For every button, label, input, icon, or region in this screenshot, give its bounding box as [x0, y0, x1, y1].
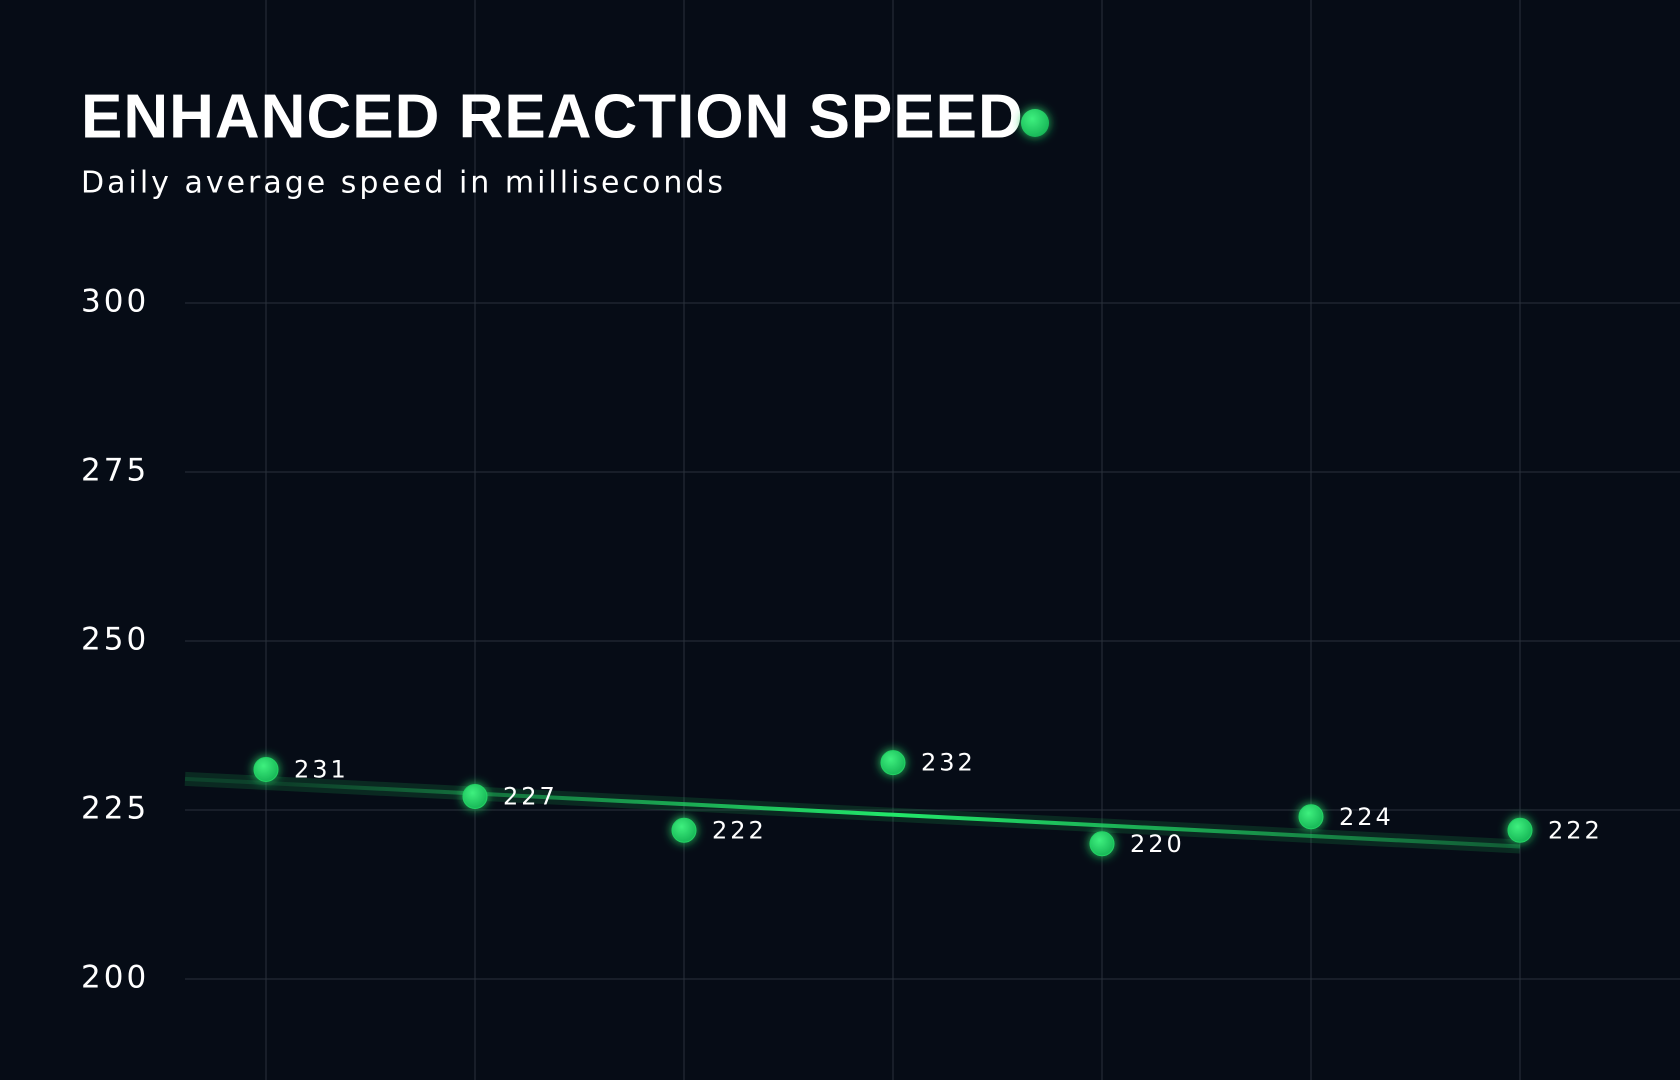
chart-title: ENHANCED REACTION SPEED: [81, 82, 1024, 151]
grid: 200 225 250 275 300: [81, 0, 1680, 1080]
data-point: [253, 756, 279, 782]
data-label: 224: [1339, 803, 1394, 831]
data-label: 220: [1130, 830, 1185, 858]
y-tick-label: 300: [81, 284, 149, 320]
data-label: 232: [921, 749, 976, 777]
marks: 231 227 222 232 220 224 222: [184, 749, 1603, 858]
y-tick-label: 225: [81, 791, 149, 827]
data-label: 231: [294, 755, 349, 783]
trend-extension: [184, 776, 267, 785]
data-point: [1089, 831, 1115, 857]
data-label: 227: [503, 782, 558, 810]
title-indicator: [1021, 109, 1049, 137]
y-tick-label: 275: [81, 453, 149, 489]
chart-subtitle: Daily average speed in milliseconds: [81, 166, 726, 201]
data-point: [462, 783, 488, 809]
data-label: 222: [712, 816, 767, 844]
data-point: [1507, 817, 1533, 843]
data-label: 222: [1548, 816, 1603, 844]
data-point: [1298, 804, 1324, 830]
data-point: [671, 817, 697, 843]
data-point: [880, 750, 906, 776]
y-tick-label: 200: [81, 960, 149, 996]
y-tick-label: 250: [81, 622, 149, 658]
